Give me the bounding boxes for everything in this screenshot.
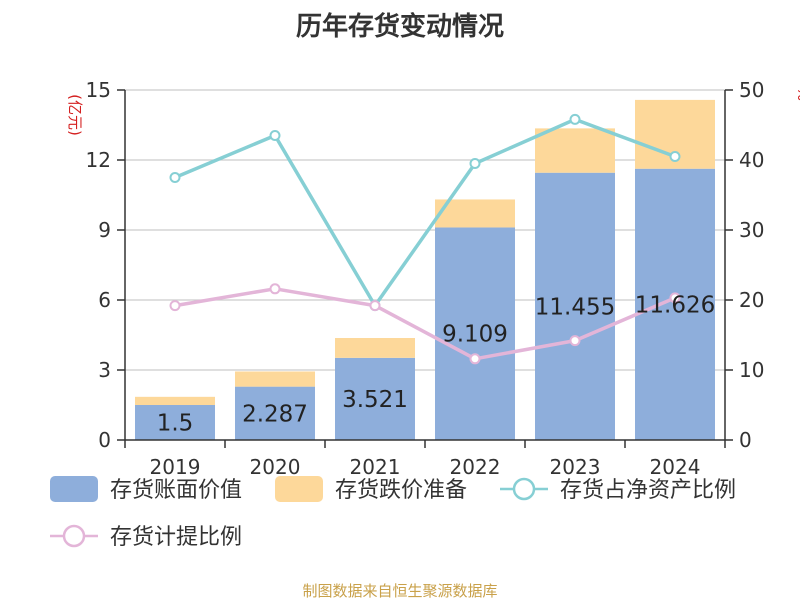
right-unit-label: %	[794, 87, 800, 101]
x-tick-label: 2023	[550, 455, 601, 479]
line-point	[369, 300, 381, 312]
line-point	[169, 172, 181, 183]
bar-value-label: 11.455	[535, 294, 615, 320]
chart-title: 历年存货变动情况	[295, 12, 504, 42]
legend-label: 存货占净资产比例	[560, 478, 736, 503]
left-tick-label: 6	[98, 288, 111, 312]
bar-book-value	[335, 357, 415, 440]
legend-swatch	[275, 476, 323, 502]
grid-lines	[125, 89, 725, 371]
bar-impairment	[535, 128, 615, 173]
x-tick-label: 2021	[350, 455, 401, 479]
legend-swatch-marker	[512, 477, 536, 501]
bar-book-value	[535, 172, 615, 440]
left-tick-label: 3	[98, 358, 111, 382]
data-labels: 1.5 2.287 3.521 9.109 11.455 11.626	[157, 292, 716, 436]
bar-value-label: 2.287	[242, 401, 308, 427]
x-tick-label: 2022	[450, 455, 501, 479]
bar-impairment	[335, 338, 415, 358]
left-tick-label: 12	[86, 148, 111, 172]
bar-value-label: 9.109	[442, 322, 508, 348]
bar-book-value	[435, 227, 515, 440]
line-point	[569, 113, 581, 125]
lines	[169, 113, 681, 365]
left-tick-label: 0	[98, 428, 111, 452]
bar-impairment	[135, 396, 215, 405]
line-point	[269, 283, 281, 295]
x-tick-label: 2024	[650, 455, 701, 479]
line-point	[669, 151, 681, 162]
bar-value-label: 11.626	[635, 292, 715, 318]
legend-label: 存货计提比例	[110, 525, 242, 550]
source-note: 制图数据来自恒生聚源数据库	[302, 582, 497, 600]
axes: 0 3 6 9 12 15 0 10 20 30 40 50 2019 2020 2021 2022 2023 2…	[66, 78, 800, 479]
line-net-asset-ratio	[174, 117, 676, 308]
line-point	[269, 130, 281, 141]
right-tick-label: 20	[739, 288, 764, 312]
left-tick-label: 15	[86, 78, 111, 102]
right-tick-label: 50	[739, 78, 764, 102]
bar-book-value	[635, 168, 715, 440]
left-unit-label: (亿元)	[66, 94, 84, 136]
x-tick-label: 2019	[150, 455, 201, 479]
line-provision-ratio	[174, 287, 676, 361]
bars	[135, 99, 715, 440]
bar-impairment	[235, 371, 315, 387]
line-point	[669, 292, 681, 304]
x-tick-label: 2020	[250, 455, 301, 479]
bar-book-value	[235, 386, 315, 440]
bar-value-label: 3.521	[342, 387, 408, 413]
bar-value-label: 1.5	[157, 411, 194, 437]
line-point	[169, 300, 181, 312]
bar-book-value	[135, 405, 215, 440]
legend-swatch	[50, 476, 98, 502]
line-point	[469, 353, 481, 365]
legend-swatch-marker	[62, 524, 86, 548]
right-tick-label: 0	[739, 428, 752, 452]
right-tick-label: 30	[739, 218, 764, 242]
legend-label: 存货跌价准备	[335, 478, 467, 503]
right-tick-label: 10	[739, 358, 764, 382]
legend-label: 存货账面价值	[110, 478, 242, 503]
left-tick-label: 9	[98, 218, 111, 242]
line-point	[469, 158, 481, 169]
right-tick-label: 40	[739, 148, 764, 172]
line-point	[569, 335, 581, 347]
